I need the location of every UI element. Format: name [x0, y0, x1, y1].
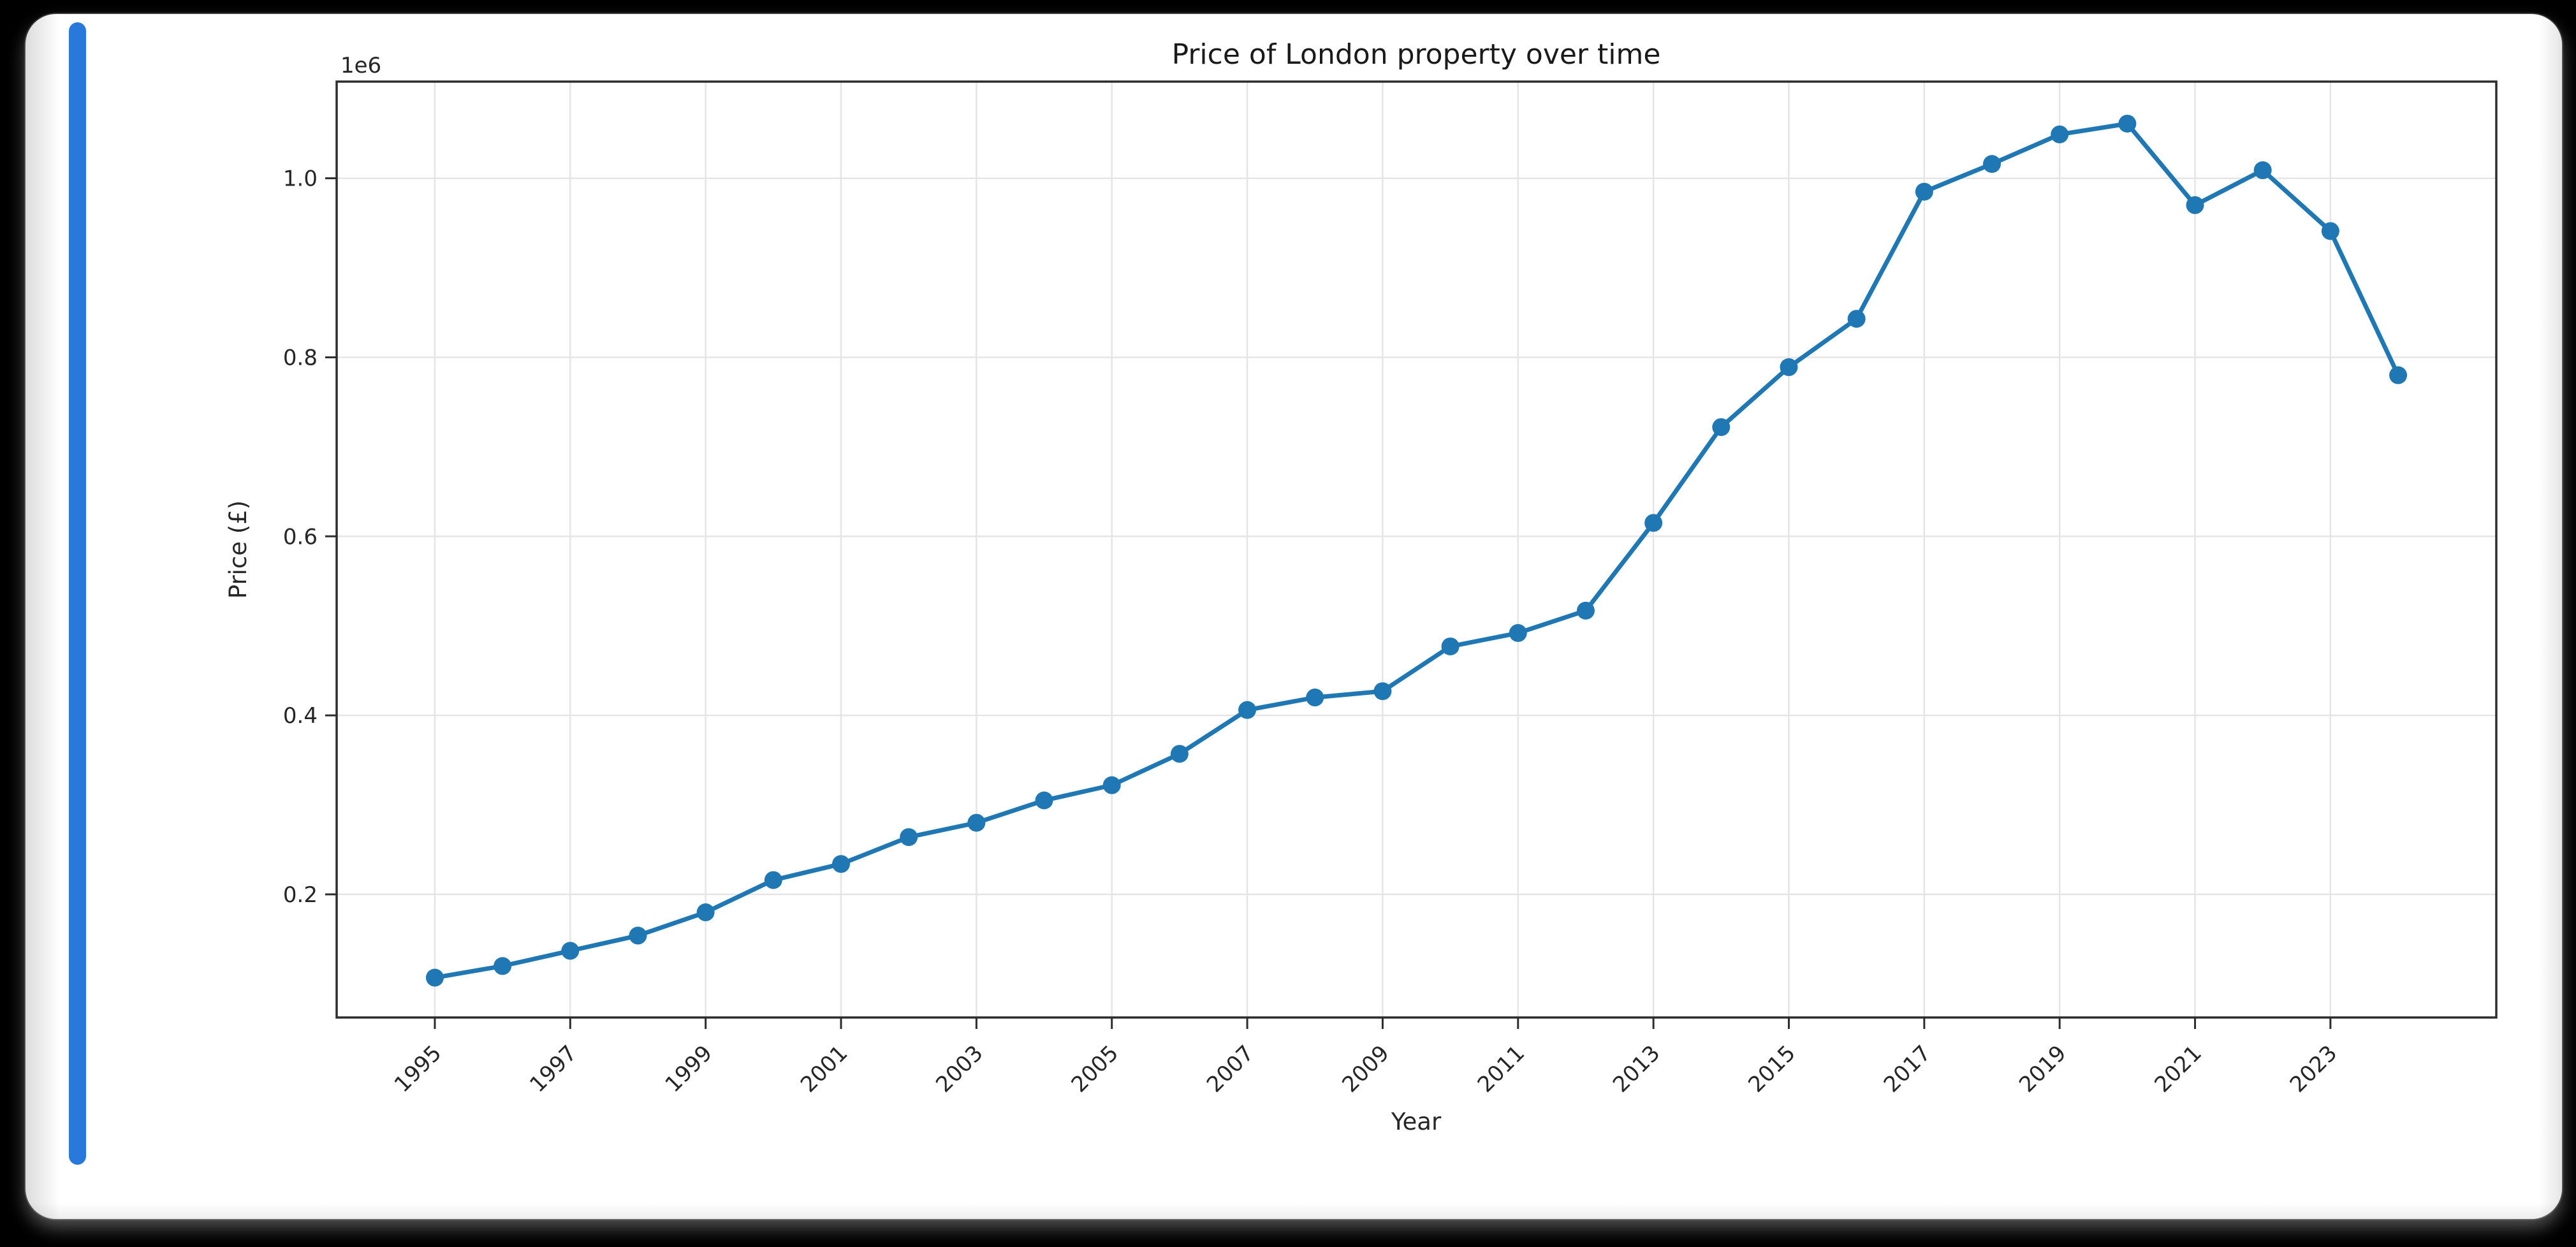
price-line: [432, 121, 2401, 981]
x-tick-label: 2009: [1337, 1040, 1394, 1097]
data-point-marker: [1982, 155, 2001, 173]
x-tick-label: 2021: [2149, 1040, 2206, 1097]
y-axis-label: Price (£): [224, 500, 252, 599]
data-point-marker: [1712, 418, 1731, 436]
data-point-marker: [1780, 358, 1798, 376]
data-point-marker: [1035, 791, 1053, 810]
plot-area-border: [335, 80, 2498, 1019]
accent-bar: [69, 22, 86, 1165]
x-axis-label: Year: [1391, 1108, 1442, 1135]
y-axis-offset-label: 1e6: [340, 53, 381, 78]
data-point-marker: [1306, 689, 1324, 707]
x-tick-label: 1997: [525, 1040, 582, 1097]
data-point-marker: [2321, 222, 2339, 240]
data-point-marker: [900, 828, 918, 847]
data-point-marker: [2253, 161, 2272, 180]
data-point-marker: [494, 957, 512, 975]
data-point-marker: [1915, 182, 1933, 201]
data-point-marker: [2118, 114, 2137, 133]
x-tick-label: 2001: [796, 1040, 853, 1097]
data-point-marker: [1170, 745, 1189, 763]
gridlines: [337, 82, 2496, 1017]
data-point-marker: [1441, 637, 1460, 655]
x-tick-label: 2017: [1879, 1040, 1936, 1097]
data-point-marker: [1847, 310, 1866, 328]
y-tick-label: 0.6: [283, 524, 318, 550]
data-point-marker: [1102, 776, 1121, 794]
x-tick-label: 1999: [661, 1040, 717, 1097]
data-point-marker: [832, 855, 851, 873]
x-tick-label: 2013: [1608, 1040, 1665, 1097]
data-point-marker: [2389, 366, 2408, 384]
chart-title: Price of London property over time: [1172, 38, 1661, 71]
x-tick-label: 1995: [390, 1040, 446, 1097]
data-point-marker: [764, 871, 782, 889]
x-tick-label: 2019: [2014, 1040, 2071, 1097]
x-tick-label: 2007: [1202, 1040, 1259, 1097]
data-point-marker: [629, 926, 647, 945]
data-point-marker: [1509, 624, 1527, 642]
data-point-marker: [2051, 125, 2069, 143]
axes: 1995 1997 1999 2001 2003 2005 2007 2009 2011 2013…: [283, 80, 2498, 1098]
x-tick-label: 2005: [1067, 1040, 1123, 1097]
data-point-marker: [696, 903, 715, 922]
x-tick-label: 2023: [2285, 1040, 2342, 1097]
x-tick-label: 2011: [1473, 1040, 1530, 1097]
data-point-marker: [967, 813, 986, 832]
data-point-marker: [1644, 514, 1663, 532]
price-series: [425, 114, 2408, 987]
data-point-marker: [1238, 701, 1257, 719]
data-point-marker: [561, 942, 580, 960]
data-point-marker: [1373, 682, 1392, 701]
x-tick-label: 2003: [931, 1040, 988, 1097]
y-tick-label: 0.4: [283, 703, 318, 729]
y-tick-label: 0.2: [283, 882, 318, 908]
y-tick-label: 0.8: [283, 345, 318, 370]
y-tick-label: 1.0: [283, 166, 318, 192]
data-point-marker: [2186, 196, 2204, 214]
x-tick-label: 2015: [1743, 1040, 1800, 1097]
data-point-marker: [1576, 601, 1595, 620]
data-point-marker: [425, 968, 444, 987]
